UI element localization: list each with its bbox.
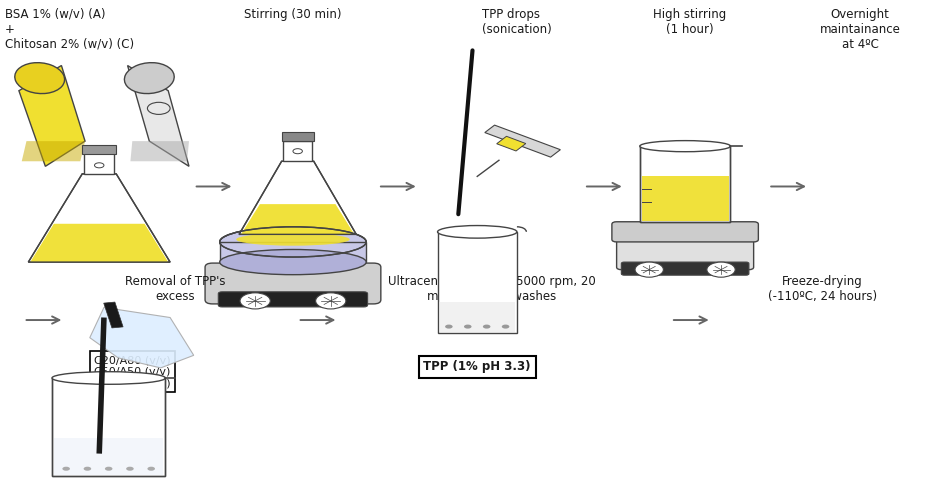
Ellipse shape <box>52 372 165 384</box>
Circle shape <box>706 262 734 277</box>
Polygon shape <box>30 224 168 262</box>
Polygon shape <box>130 141 189 161</box>
Polygon shape <box>28 174 170 262</box>
Polygon shape <box>439 302 514 332</box>
Circle shape <box>445 325 452 329</box>
Bar <box>82 145 116 154</box>
Ellipse shape <box>639 141 730 152</box>
Bar <box>84 153 114 174</box>
Text: Removal of TPP's
excess: Removal of TPP's excess <box>125 275 225 303</box>
Circle shape <box>126 467 134 471</box>
Ellipse shape <box>219 249 366 275</box>
Polygon shape <box>127 66 189 166</box>
Circle shape <box>83 467 91 471</box>
Bar <box>497 136 525 151</box>
Bar <box>281 132 313 141</box>
Circle shape <box>315 293 346 309</box>
FancyBboxPatch shape <box>218 292 367 307</box>
Ellipse shape <box>437 226 516 238</box>
Ellipse shape <box>219 227 366 257</box>
Text: TPP (1% pH 3.3): TPP (1% pH 3.3) <box>423 360 531 373</box>
Polygon shape <box>219 242 365 262</box>
Text: BSA 1% (w/v) (A)
+
Chitosan 2% (w/v) (C): BSA 1% (w/v) (A) + Chitosan 2% (w/v) (C) <box>5 8 134 50</box>
Text: Stirring (30 min): Stirring (30 min) <box>244 8 342 21</box>
Bar <box>283 141 312 161</box>
FancyBboxPatch shape <box>615 237 753 270</box>
Text: TPP drops
(sonication): TPP drops (sonication) <box>481 8 551 36</box>
Text: Ultracentrifugation (45000 rpm, 20
min, 4ºC) and washes: Ultracentrifugation (45000 rpm, 20 min, … <box>387 275 595 303</box>
Circle shape <box>147 467 155 471</box>
Polygon shape <box>241 204 354 234</box>
Polygon shape <box>90 307 194 368</box>
Text: C20/A80 (v/v)
C50/A50 (v/v)
C80/A20 (v/v): C20/A80 (v/v) C50/A50 (v/v) C80/A20 (v/v… <box>93 355 171 389</box>
Circle shape <box>105 467 112 471</box>
Bar <box>104 302 123 328</box>
Ellipse shape <box>15 62 64 94</box>
Text: Overnight
maintainance
at 4ºC: Overnight maintainance at 4ºC <box>818 8 900 50</box>
Circle shape <box>240 293 270 309</box>
Polygon shape <box>19 66 85 166</box>
Polygon shape <box>52 378 165 476</box>
FancyBboxPatch shape <box>205 263 380 304</box>
Polygon shape <box>22 141 85 161</box>
Circle shape <box>501 325 509 329</box>
Polygon shape <box>239 161 356 234</box>
Text: High stirring
(1 hour): High stirring (1 hour) <box>652 8 726 36</box>
Polygon shape <box>54 438 163 475</box>
Polygon shape <box>641 176 728 221</box>
Circle shape <box>464 325 471 329</box>
Ellipse shape <box>236 233 349 246</box>
FancyBboxPatch shape <box>620 262 748 275</box>
Ellipse shape <box>125 62 174 94</box>
Circle shape <box>62 467 70 471</box>
Circle shape <box>634 262 663 277</box>
FancyBboxPatch shape <box>612 222 757 242</box>
Polygon shape <box>437 232 516 333</box>
Circle shape <box>482 325 490 329</box>
Text: Freeze-drying
(-110ºC, 24 hours): Freeze-drying (-110ºC, 24 hours) <box>767 275 876 303</box>
Polygon shape <box>639 146 730 222</box>
Bar <box>484 125 560 157</box>
